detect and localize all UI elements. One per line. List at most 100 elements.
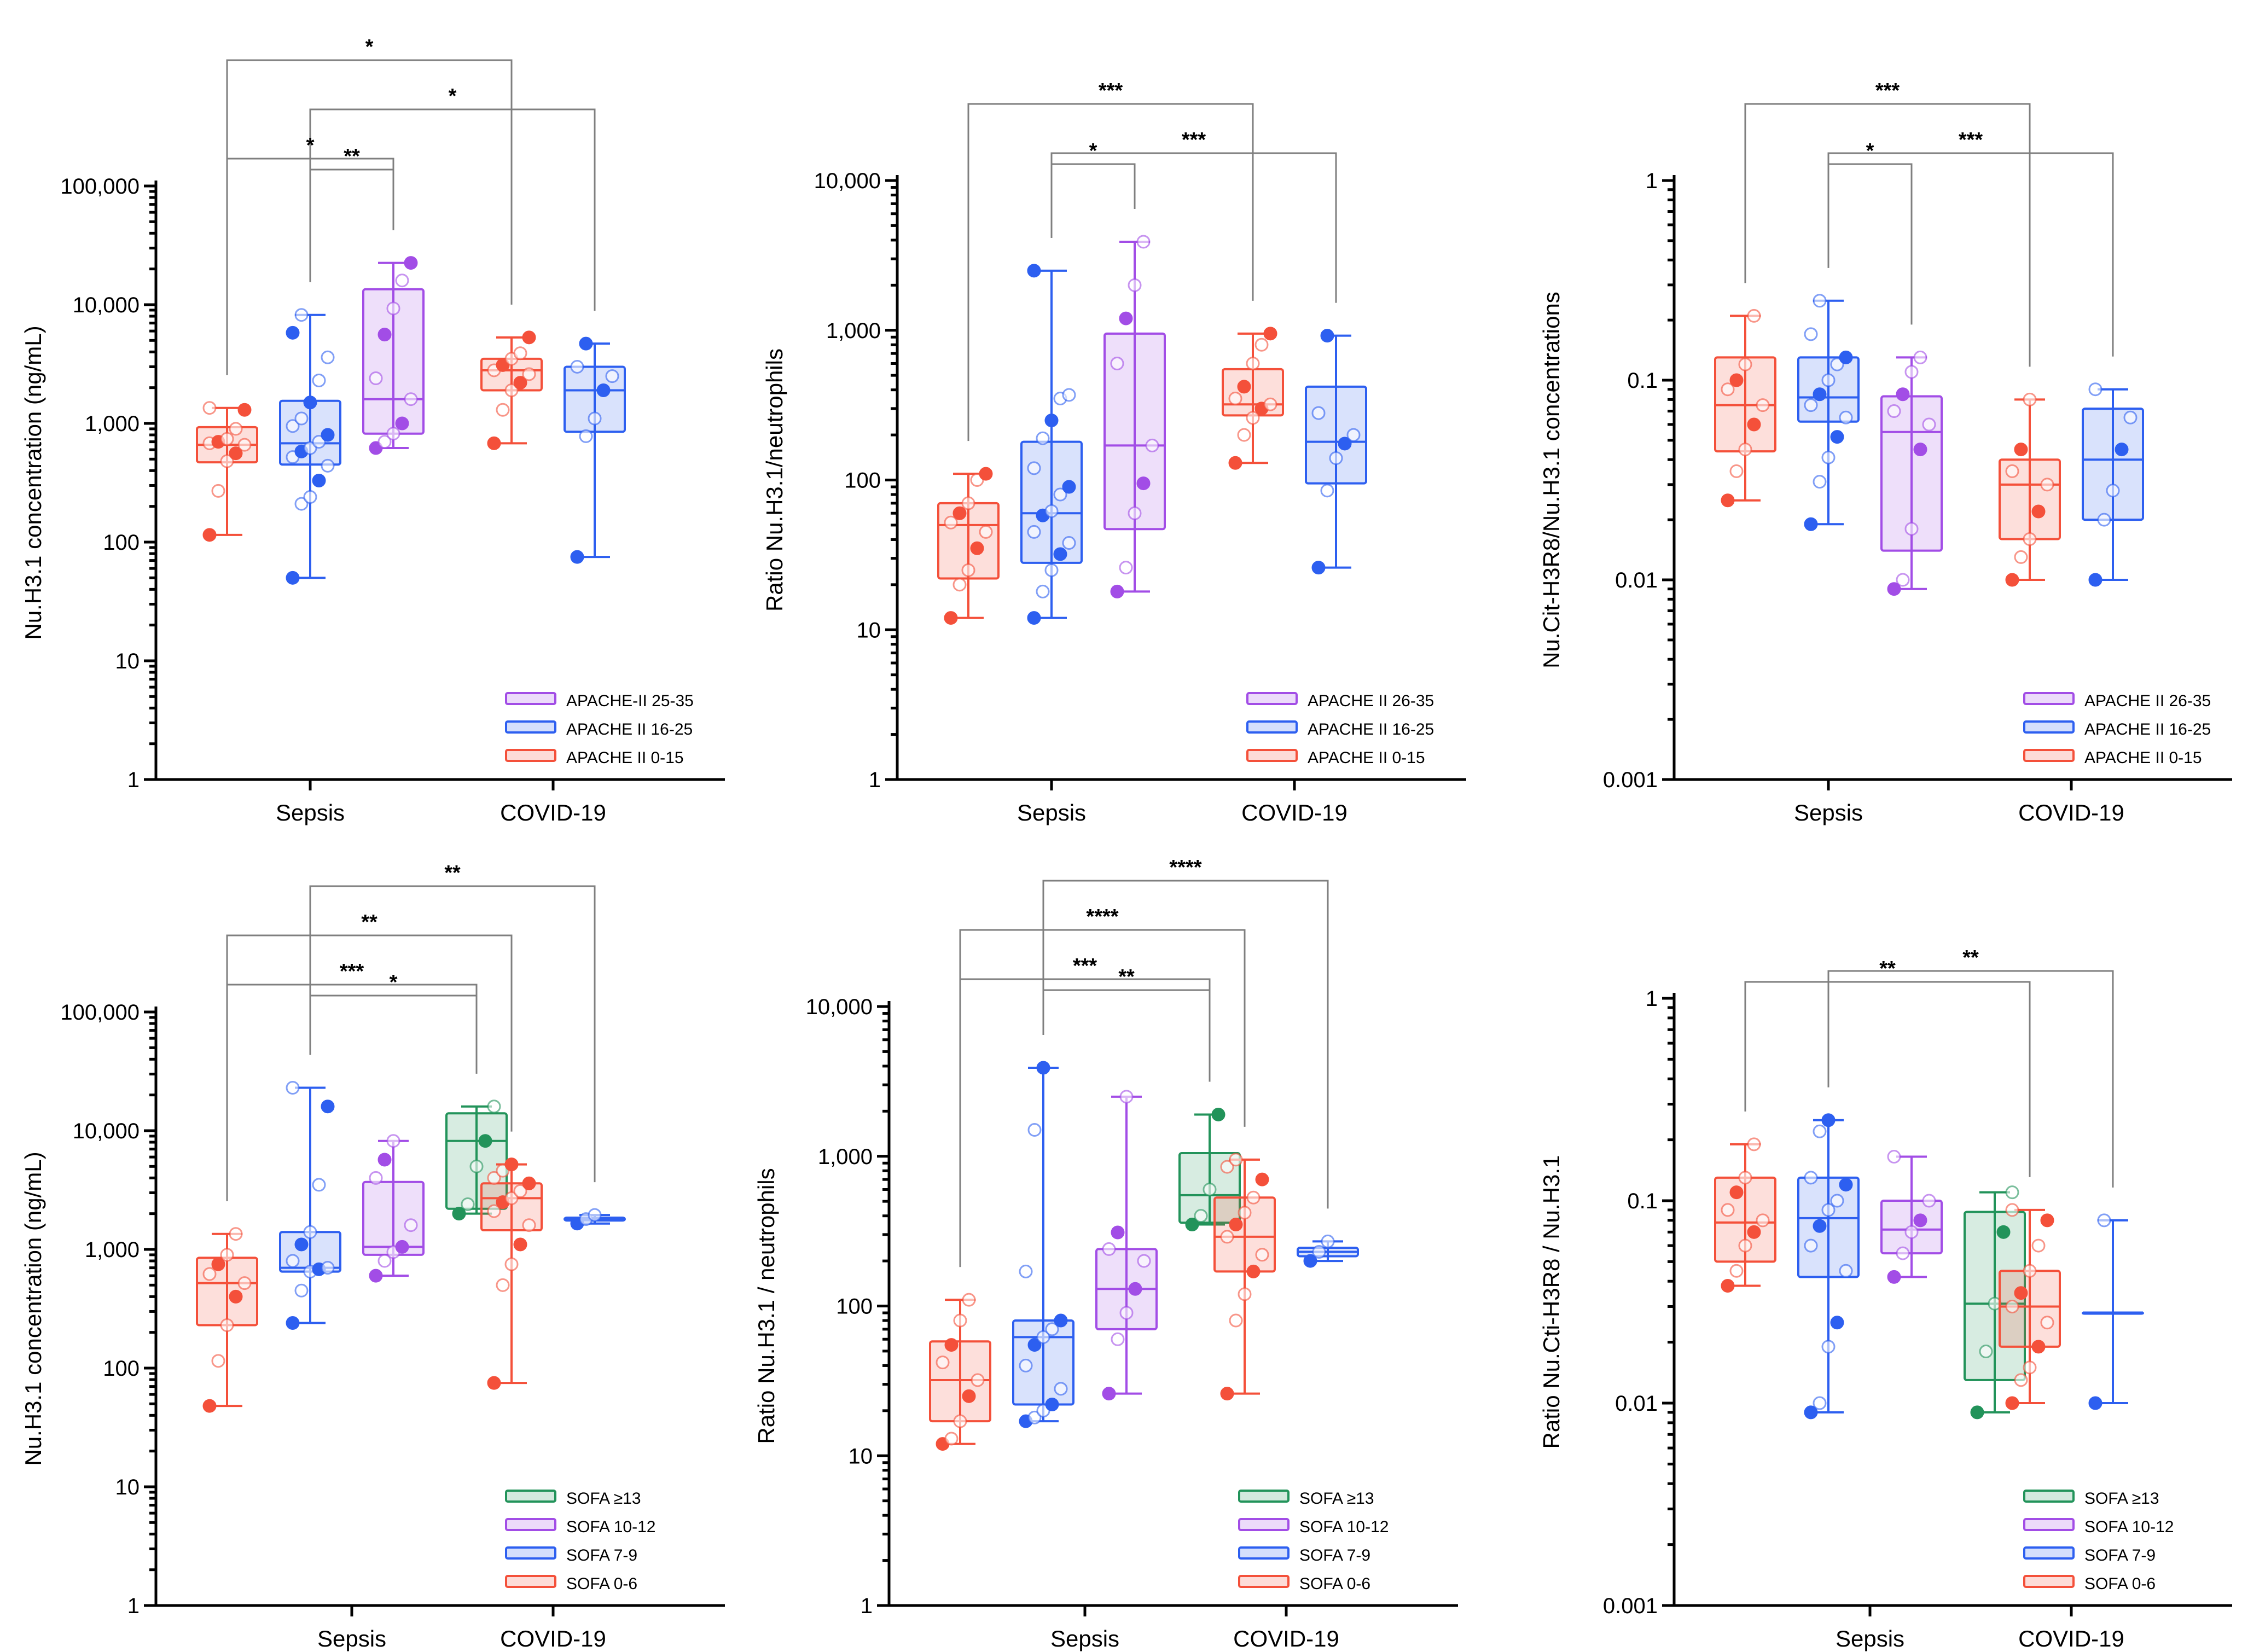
data-point [1887,404,1901,418]
data-point [1839,410,1853,424]
x-tick-label: Sepsis [1017,800,1086,825]
data-point [1839,1264,1853,1278]
significance-bracket [967,103,1254,441]
y-axis-label: Nu.Cit-H3R8/Nu.H3.1 concentrations [1538,292,1564,668]
data-point [588,1208,602,1222]
significance-bracket [1827,152,2114,357]
box-iqr [1103,332,1166,531]
data-point [237,403,252,417]
data-point [2014,1286,2028,1300]
significance-label: * [449,85,457,108]
box-iqr [480,1182,543,1231]
significance-bracket [1042,989,1211,1082]
data-point [1110,584,1124,598]
y-tick-label: 0.01 [1615,1392,1658,1416]
data-point [1804,517,1818,531]
data-point [312,374,326,388]
box-apache-ii-16-25 [2082,382,2144,587]
data-point [2031,1340,2046,1354]
data-point [1813,387,1827,402]
legend-label: SOFA 7-9 [1299,1546,1370,1564]
box-sofa-10-12 [1880,1150,1943,1284]
data-point [1111,1332,1125,1346]
significance-label: *** [1959,129,1983,152]
legend-swatch [505,1546,556,1560]
data-point [202,1399,217,1413]
data-point [1721,382,1735,397]
significance-bracket [309,108,596,311]
data-point [404,392,418,406]
data-point [1996,1225,2011,1239]
box-sofa-0-6 [929,1293,991,1451]
data-point [312,1178,326,1192]
data-point [220,432,234,446]
data-point [1804,1405,1818,1420]
y-tick-label: 100 [103,1357,140,1381]
box-sofa-7-9 [1297,1234,1359,1268]
data-point [513,1184,527,1198]
data-point [1804,1171,1818,1185]
data-point [1194,1209,1208,1223]
data-point [1136,235,1151,249]
data-point [1211,1107,1225,1121]
data-point [588,411,602,426]
data-point [1229,1313,1243,1328]
data-point [970,541,984,555]
data-point [962,1389,976,1403]
data-point [1904,522,1919,536]
data-point [1830,357,1844,371]
data-point [1747,417,1761,432]
data-point [2115,443,2129,457]
box-sofa-10-12 [362,1134,425,1283]
data-point [1821,450,1836,464]
significance-bracket [309,994,478,1074]
y-tick-label: 10,000 [806,995,873,1019]
y-tick-label: 100,000 [60,174,140,199]
box-iqr [1880,395,1943,552]
data-point [944,1432,959,1446]
data-point [1738,1238,1752,1253]
significance-bracket [1042,880,1329,1209]
legend-swatch [2023,1546,2075,1560]
y-tick-label: 1,000 [85,412,140,436]
significance-label: *** [1875,79,1900,102]
data-point [1904,365,1919,379]
data-point [1321,1234,1335,1248]
data-point [202,528,217,542]
legend-swatch [1238,1575,1290,1588]
data-point [1229,1153,1243,1167]
data-point [312,435,326,449]
significance-label: ** [1118,965,1135,988]
y-axis-label: Nu.H3.1 concentration (ng/mL) [20,325,46,639]
data-point [202,1267,217,1281]
box-sofa-7-9 [1012,1061,1074,1428]
chart-panel-4: 1 10 100 1,000 10,000 100,000 Nu.H3.1 concentr… [20,862,725,1651]
data-point [1303,1254,1317,1268]
data-point [1045,1322,1059,1336]
data-point [1238,1287,1252,1301]
box-apache-ii-16-25 [279,308,341,585]
legend-swatch [2023,720,2075,734]
box-sofa-10-12 [1095,1090,1158,1401]
significance-label: *** [1182,129,1206,152]
data-point [2088,573,2102,587]
y-tick-label: 10 [115,649,140,673]
data-point [1346,428,1361,442]
data-point [1044,414,1059,428]
data-point [1896,387,1910,402]
data-point [1045,1398,1059,1412]
data-point [1246,1264,1261,1278]
data-point [570,359,584,374]
box-sofa-7-9 [1797,1113,1860,1420]
data-point [369,1171,383,1185]
data-point [487,1100,501,1114]
data-point [1804,327,1818,341]
data-point [1062,388,1076,402]
y-axis-label: Nu.H3.1 concentration (ng/mL) [20,1151,46,1465]
data-point [1320,484,1334,498]
legend-swatch [2023,1490,2075,1503]
data-point [1255,1172,1269,1186]
significance-bracket [959,978,1211,1267]
data-point [220,454,234,468]
data-point [1738,1171,1752,1185]
